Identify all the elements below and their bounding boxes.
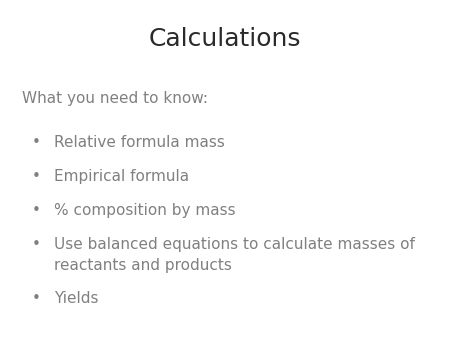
Text: Yields: Yields — [54, 291, 99, 306]
Text: Use balanced equations to calculate masses of
reactants and products: Use balanced equations to calculate mass… — [54, 237, 415, 273]
Text: Empirical formula: Empirical formula — [54, 169, 189, 184]
Text: •: • — [32, 237, 40, 251]
Text: What you need to know:: What you need to know: — [22, 91, 208, 106]
Text: % composition by mass: % composition by mass — [54, 203, 236, 218]
Text: •: • — [32, 291, 40, 306]
Text: •: • — [32, 135, 40, 150]
Text: •: • — [32, 203, 40, 218]
Text: Calculations: Calculations — [149, 27, 301, 51]
Text: Relative formula mass: Relative formula mass — [54, 135, 225, 150]
Text: •: • — [32, 169, 40, 184]
